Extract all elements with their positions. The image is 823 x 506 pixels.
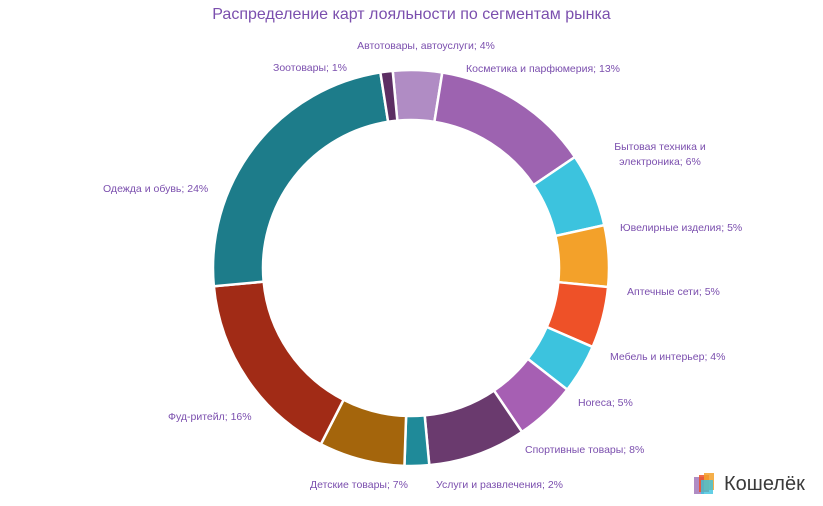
slice-label-12: Одежда и обувь; 24% — [103, 183, 208, 195]
slice-label-2: Косметика и парфюмерия; 13% — [466, 63, 620, 75]
slice-label-8: Спортивные товары; 8% — [525, 444, 644, 456]
slice-label-4: Ювелирные изделия; 5% — [620, 222, 742, 234]
wallet-logo-icon — [694, 473, 714, 494]
slice-label-9: Услуги и развлечения; 2% — [436, 479, 563, 491]
slice-label-13: Зоотовары; 1% — [273, 62, 347, 74]
slice-4 — [554, 223, 611, 289]
slice-label-7: Horeca; 5% — [578, 397, 633, 409]
slice-label-3: Бытовая техника и электроника; 6% — [614, 141, 706, 168]
brand-name: Кошелёк — [724, 472, 805, 495]
slice-9 — [403, 414, 431, 468]
chart-title: Распределение карт лояльности по сегмент… — [212, 6, 611, 23]
slice-2 — [432, 71, 577, 187]
slice-13 — [378, 69, 399, 124]
brand-logo: Кошелёк — [692, 470, 805, 498]
slice-label-5: Аптечные сети; 5% — [627, 286, 720, 298]
slice-label-11: Фуд-ритейл; 16% — [168, 411, 252, 423]
slice-label-1: Автотовары, автоуслуги; 4% — [357, 40, 495, 52]
slice-label-10: Детские товары; 7% — [310, 479, 408, 491]
slice-label-6: Мебель и интерьер; 4% — [610, 351, 725, 363]
slice-12 — [211, 70, 390, 288]
